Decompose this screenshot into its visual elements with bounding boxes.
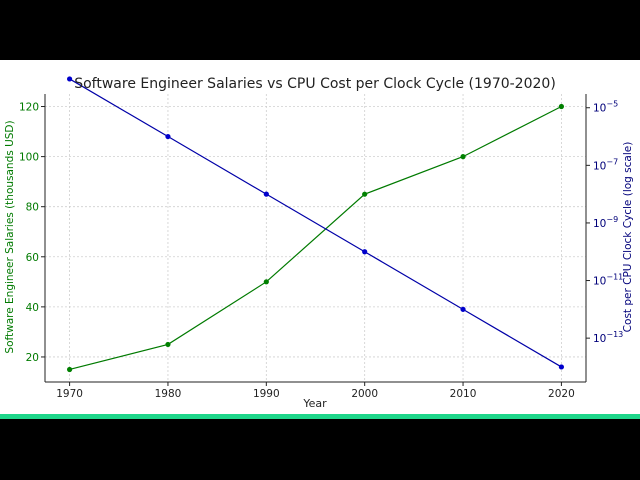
left-y-tick-label: 40 — [26, 302, 39, 314]
x-tick-label: 1970 — [56, 388, 83, 400]
left-y-axis-label: Software Engineer Salaries (thousands US… — [4, 120, 16, 353]
cpu-cost-data-point — [460, 306, 466, 312]
left-y-tick-label: 60 — [26, 252, 39, 264]
x-tick-label: 1980 — [155, 388, 182, 400]
right-y-tick-label: 10−5 — [593, 100, 618, 115]
grid-lines — [45, 94, 586, 382]
right-y-tick-label: 10−11 — [593, 273, 623, 288]
accent-bar — [0, 414, 640, 419]
salary-data-point — [263, 279, 269, 285]
x-tick-label: 2000 — [351, 388, 378, 400]
x-tick-label: 2020 — [548, 388, 575, 400]
left-y-tick-label: 100 — [19, 152, 39, 164]
salary-data-point — [558, 103, 565, 110]
salary-data-point — [66, 366, 73, 373]
cpu-cost-data-point — [263, 191, 269, 197]
left-y-tick-label: 80 — [26, 202, 39, 214]
x-tick-label: 2010 — [450, 388, 477, 400]
salary-data-point — [362, 191, 368, 197]
right-y-tick-label: 10−13 — [593, 330, 623, 345]
cpu-cost-data-point — [362, 249, 368, 255]
chart-title: Software Engineer Salaries vs CPU Cost p… — [74, 76, 556, 92]
cpu-cost-data-point — [165, 133, 171, 140]
series-group — [66, 76, 565, 373]
cpu-cost-data-point — [66, 76, 73, 82]
right-y-tick-label: 10−9 — [593, 215, 618, 230]
right-y-tick-label: 10−7 — [593, 157, 618, 172]
right-y-axis-label: Cost per CPU Clock Cycle (log scale) — [622, 142, 634, 333]
salary-series-line — [69, 105, 562, 371]
x-axis-label: Year — [302, 397, 327, 410]
cpu-cost-data-point — [558, 364, 565, 370]
x-tick-label: 1990 — [253, 388, 280, 400]
cpu-cost-series-line — [69, 78, 562, 368]
left-y-tick-label: 20 — [26, 352, 39, 364]
chart-frame — [0, 60, 640, 414]
salary-data-point — [165, 341, 171, 348]
left-y-tick-label: 120 — [19, 102, 39, 114]
salary-data-point — [460, 154, 466, 160]
